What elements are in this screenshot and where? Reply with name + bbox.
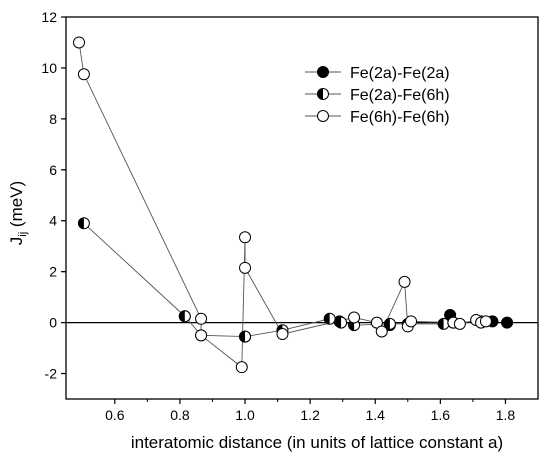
series-1-point (335, 316, 348, 329)
series-1-point-fill (239, 331, 246, 343)
data-points (73, 36, 514, 374)
series-2-point (77, 68, 90, 81)
legend-label-1: Fe(2a)-Fe(6h) (350, 87, 450, 104)
legend-label-0: Fe(2a)-Fe(2a) (350, 65, 450, 82)
series-1-line (83, 222, 482, 338)
series-1-point (323, 312, 336, 325)
series-1-point (239, 330, 252, 343)
x-tick-label: 0.6 (105, 407, 125, 423)
series-1-point-fill (179, 310, 185, 322)
series-2-point (239, 231, 252, 244)
series-0-point (501, 316, 514, 329)
x-tick-label: 1.8 (496, 407, 516, 423)
y-tick-label: 8 (49, 111, 57, 127)
series-1-point (437, 317, 450, 330)
y-tick-label: 4 (49, 213, 57, 229)
y-axis-title-subscript: ij (17, 232, 29, 237)
legend-marker-1-fill (317, 88, 323, 100)
y-axis: -2 0 2 4 6 8 10 12 (41, 9, 66, 382)
legend-marker-0 (317, 66, 329, 78)
series-1-point (178, 310, 191, 323)
legend-marker-2 (317, 110, 329, 122)
y-tick-label: 6 (49, 162, 57, 178)
series-1-point-fill (324, 313, 330, 325)
x-tick-label: 1.0 (235, 407, 255, 423)
series-2-point (398, 275, 411, 288)
series-2-point (235, 361, 248, 374)
series-2-point (348, 311, 361, 324)
plot-frame (65, 16, 539, 400)
series-2-point (195, 329, 208, 342)
x-tick-label: 1.6 (431, 407, 451, 423)
y-tick-label: 2 (49, 264, 57, 280)
y-axis-title-unit: (meV) (7, 181, 26, 232)
x-axis-title: interatomic distance (in units of lattic… (131, 433, 503, 452)
x-tick-label: 1.2 (300, 407, 320, 423)
y-tick-label: 12 (41, 9, 57, 25)
y-tick-label: 10 (41, 60, 57, 76)
y-axis-title-main: J (7, 237, 26, 246)
plot-area (65, 16, 539, 400)
series-2-point (276, 328, 289, 341)
x-tick-label: 0.8 (170, 407, 190, 423)
series-1-point-fill (438, 318, 444, 330)
y-axis-title: Jij (meV) (7, 181, 29, 245)
series-2-point (73, 36, 86, 49)
legend-marker-1 (317, 88, 329, 100)
series-2-point (405, 315, 418, 328)
series-2-point (375, 325, 388, 338)
series-1-point-fill (384, 318, 390, 330)
series-1-point-fill (78, 217, 84, 229)
legend: Fe(2a)-Fe(2a) Fe(2a)-Fe(6h) Fe(6h)-Fe(6h) (305, 65, 450, 126)
series-1-point (77, 217, 90, 230)
series-2-point (195, 312, 208, 325)
series-2-point (453, 317, 466, 330)
series-1-point (383, 317, 396, 330)
y-tick-label: 0 (49, 315, 57, 331)
series-2-point (239, 261, 252, 274)
x-axis: 0.6 0.8 1.0 1.2 1.4 1.6 1.8 (105, 399, 515, 423)
legend-label-2: Fe(6h)-Fe(6h) (350, 109, 450, 126)
series-2-point (479, 315, 492, 328)
x-tick-label: 1.4 (366, 407, 386, 423)
y-tick-label: -2 (45, 366, 58, 382)
series-1-point-fill (335, 317, 342, 329)
